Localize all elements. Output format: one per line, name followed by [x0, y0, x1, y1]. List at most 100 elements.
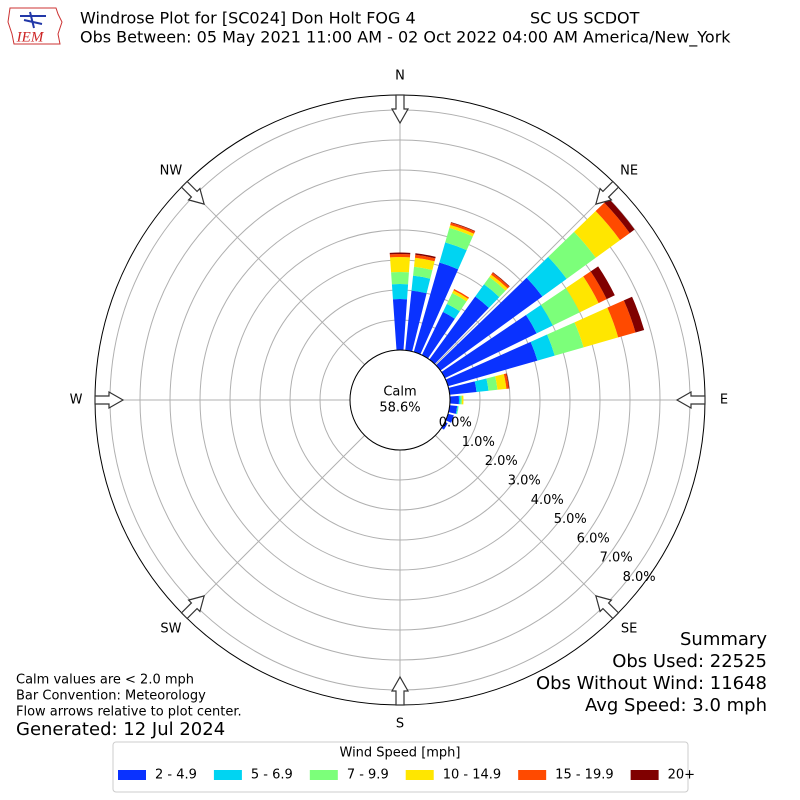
bar-segment	[448, 381, 477, 395]
bar-segment	[449, 395, 460, 405]
r-tick-label: 5.0%	[554, 512, 587, 527]
bar-segment	[526, 256, 567, 297]
calm-circle	[349, 349, 451, 451]
bar-segment	[489, 274, 508, 291]
bar-segment	[429, 296, 489, 365]
bar-segment	[449, 225, 475, 237]
bar-segment	[486, 376, 498, 391]
bar-segment	[495, 374, 507, 390]
bar-segment	[484, 277, 506, 298]
arrow-shape	[675, 390, 706, 410]
note: Calm values are < 2.0 mph	[16, 673, 194, 688]
r-tick-label: 2.0%	[485, 454, 518, 469]
bar-segment	[460, 395, 462, 405]
bar-segment	[474, 378, 489, 392]
spoke	[183, 435, 365, 617]
bar-segment	[441, 315, 537, 379]
logo: IEM	[7, 7, 63, 45]
bar-segment	[392, 298, 408, 351]
bar-segment	[445, 227, 473, 251]
calm-label: Calm	[383, 385, 416, 400]
flow-arrow	[595, 595, 620, 620]
compass-label: S	[396, 717, 404, 732]
note: Bar Convention: Meteorology	[16, 689, 206, 704]
flow-arrow	[595, 180, 620, 205]
arrow-shape	[390, 675, 410, 706]
legend-label: 7 - 9.9	[347, 768, 389, 783]
bar-segment	[405, 290, 427, 352]
bar-segment	[458, 395, 461, 405]
spoke	[183, 183, 365, 365]
logo-text: IEM	[16, 29, 45, 45]
r-tick-label: 6.0%	[577, 531, 610, 546]
bar-segment	[415, 253, 436, 259]
bar-segment	[435, 277, 543, 371]
arrow-shape	[94, 390, 125, 410]
bar-segment	[448, 405, 458, 414]
bar-segment	[441, 421, 448, 430]
bar-segment	[530, 334, 555, 361]
legend-title: Wind Speed [mph]	[340, 746, 461, 761]
bar-segment	[590, 266, 615, 300]
legend-swatch	[213, 770, 242, 780]
flow-arrow	[180, 595, 205, 620]
bar-segment	[506, 373, 510, 389]
subtitle: Obs Between: 05 May 2021 11:00 AM - 02 O…	[80, 28, 731, 48]
bar-segment	[583, 271, 607, 304]
r-tick-label: 4.0%	[531, 493, 564, 508]
note: Flow arrows relative to plot center.	[16, 705, 242, 720]
bar-segment	[439, 242, 467, 270]
bar-segment	[623, 296, 645, 333]
bar-segment	[565, 276, 599, 313]
logo-outline	[7, 7, 63, 45]
bar-segment	[445, 341, 538, 387]
bar-segment	[455, 406, 459, 415]
summary: Obs Without Wind: 11648	[536, 673, 767, 694]
bar-segment	[413, 266, 433, 279]
bar-segment	[574, 307, 619, 348]
spoke	[435, 183, 617, 365]
generated: Generated: 12 Jul 2024	[16, 719, 225, 740]
legend-label: 5 - 6.9	[251, 768, 293, 783]
bar-segment	[389, 254, 411, 258]
legend-swatch	[118, 770, 146, 780]
bar-segment	[413, 262, 459, 355]
legend-label: 20+	[668, 768, 695, 783]
summary: Summary	[680, 629, 767, 650]
bar-segment	[452, 290, 469, 302]
legend-swatch	[309, 770, 338, 780]
bar-segment	[491, 272, 510, 289]
bar-segment	[391, 272, 409, 285]
compass-label: SW	[160, 622, 181, 637]
arrow-shape	[595, 595, 620, 620]
bar-segment	[607, 300, 636, 338]
arrow-shape	[180, 595, 205, 620]
arrow-shape	[180, 180, 205, 205]
legend-label: 15 - 19.9	[555, 768, 613, 783]
summary: Avg Speed: 3.0 mph	[585, 695, 767, 716]
arrow-shape	[595, 180, 620, 205]
compass-label: W	[70, 393, 83, 408]
calm-value: 58.6%	[379, 401, 420, 416]
bar-segment	[450, 222, 476, 232]
compass-label: N	[395, 69, 405, 84]
summary: Obs Used: 22525	[612, 651, 767, 672]
legend-swatch	[630, 770, 659, 780]
bar-segment	[461, 395, 464, 405]
r-tick-label: 3.0%	[508, 473, 541, 488]
legend-swatch	[405, 770, 434, 780]
flow-arrow	[390, 94, 410, 125]
compass-label: SE	[621, 622, 637, 637]
legend-swatch	[518, 770, 547, 780]
spoke	[435, 435, 617, 617]
bar-segment	[453, 288, 470, 299]
chart-title: Windrose Plot for [SC024] Don Holt FOG 4	[80, 9, 416, 28]
r-tick-label: 7.0%	[600, 551, 633, 566]
r-tick-label: 1.0%	[462, 435, 495, 450]
bar-segment	[390, 256, 410, 273]
legend-label: 10 - 14.9	[443, 768, 501, 783]
r-tick-label: 0.0%	[439, 416, 472, 431]
bar-segment	[414, 254, 436, 262]
bar-segment	[604, 198, 635, 234]
bar-segment	[411, 275, 431, 294]
